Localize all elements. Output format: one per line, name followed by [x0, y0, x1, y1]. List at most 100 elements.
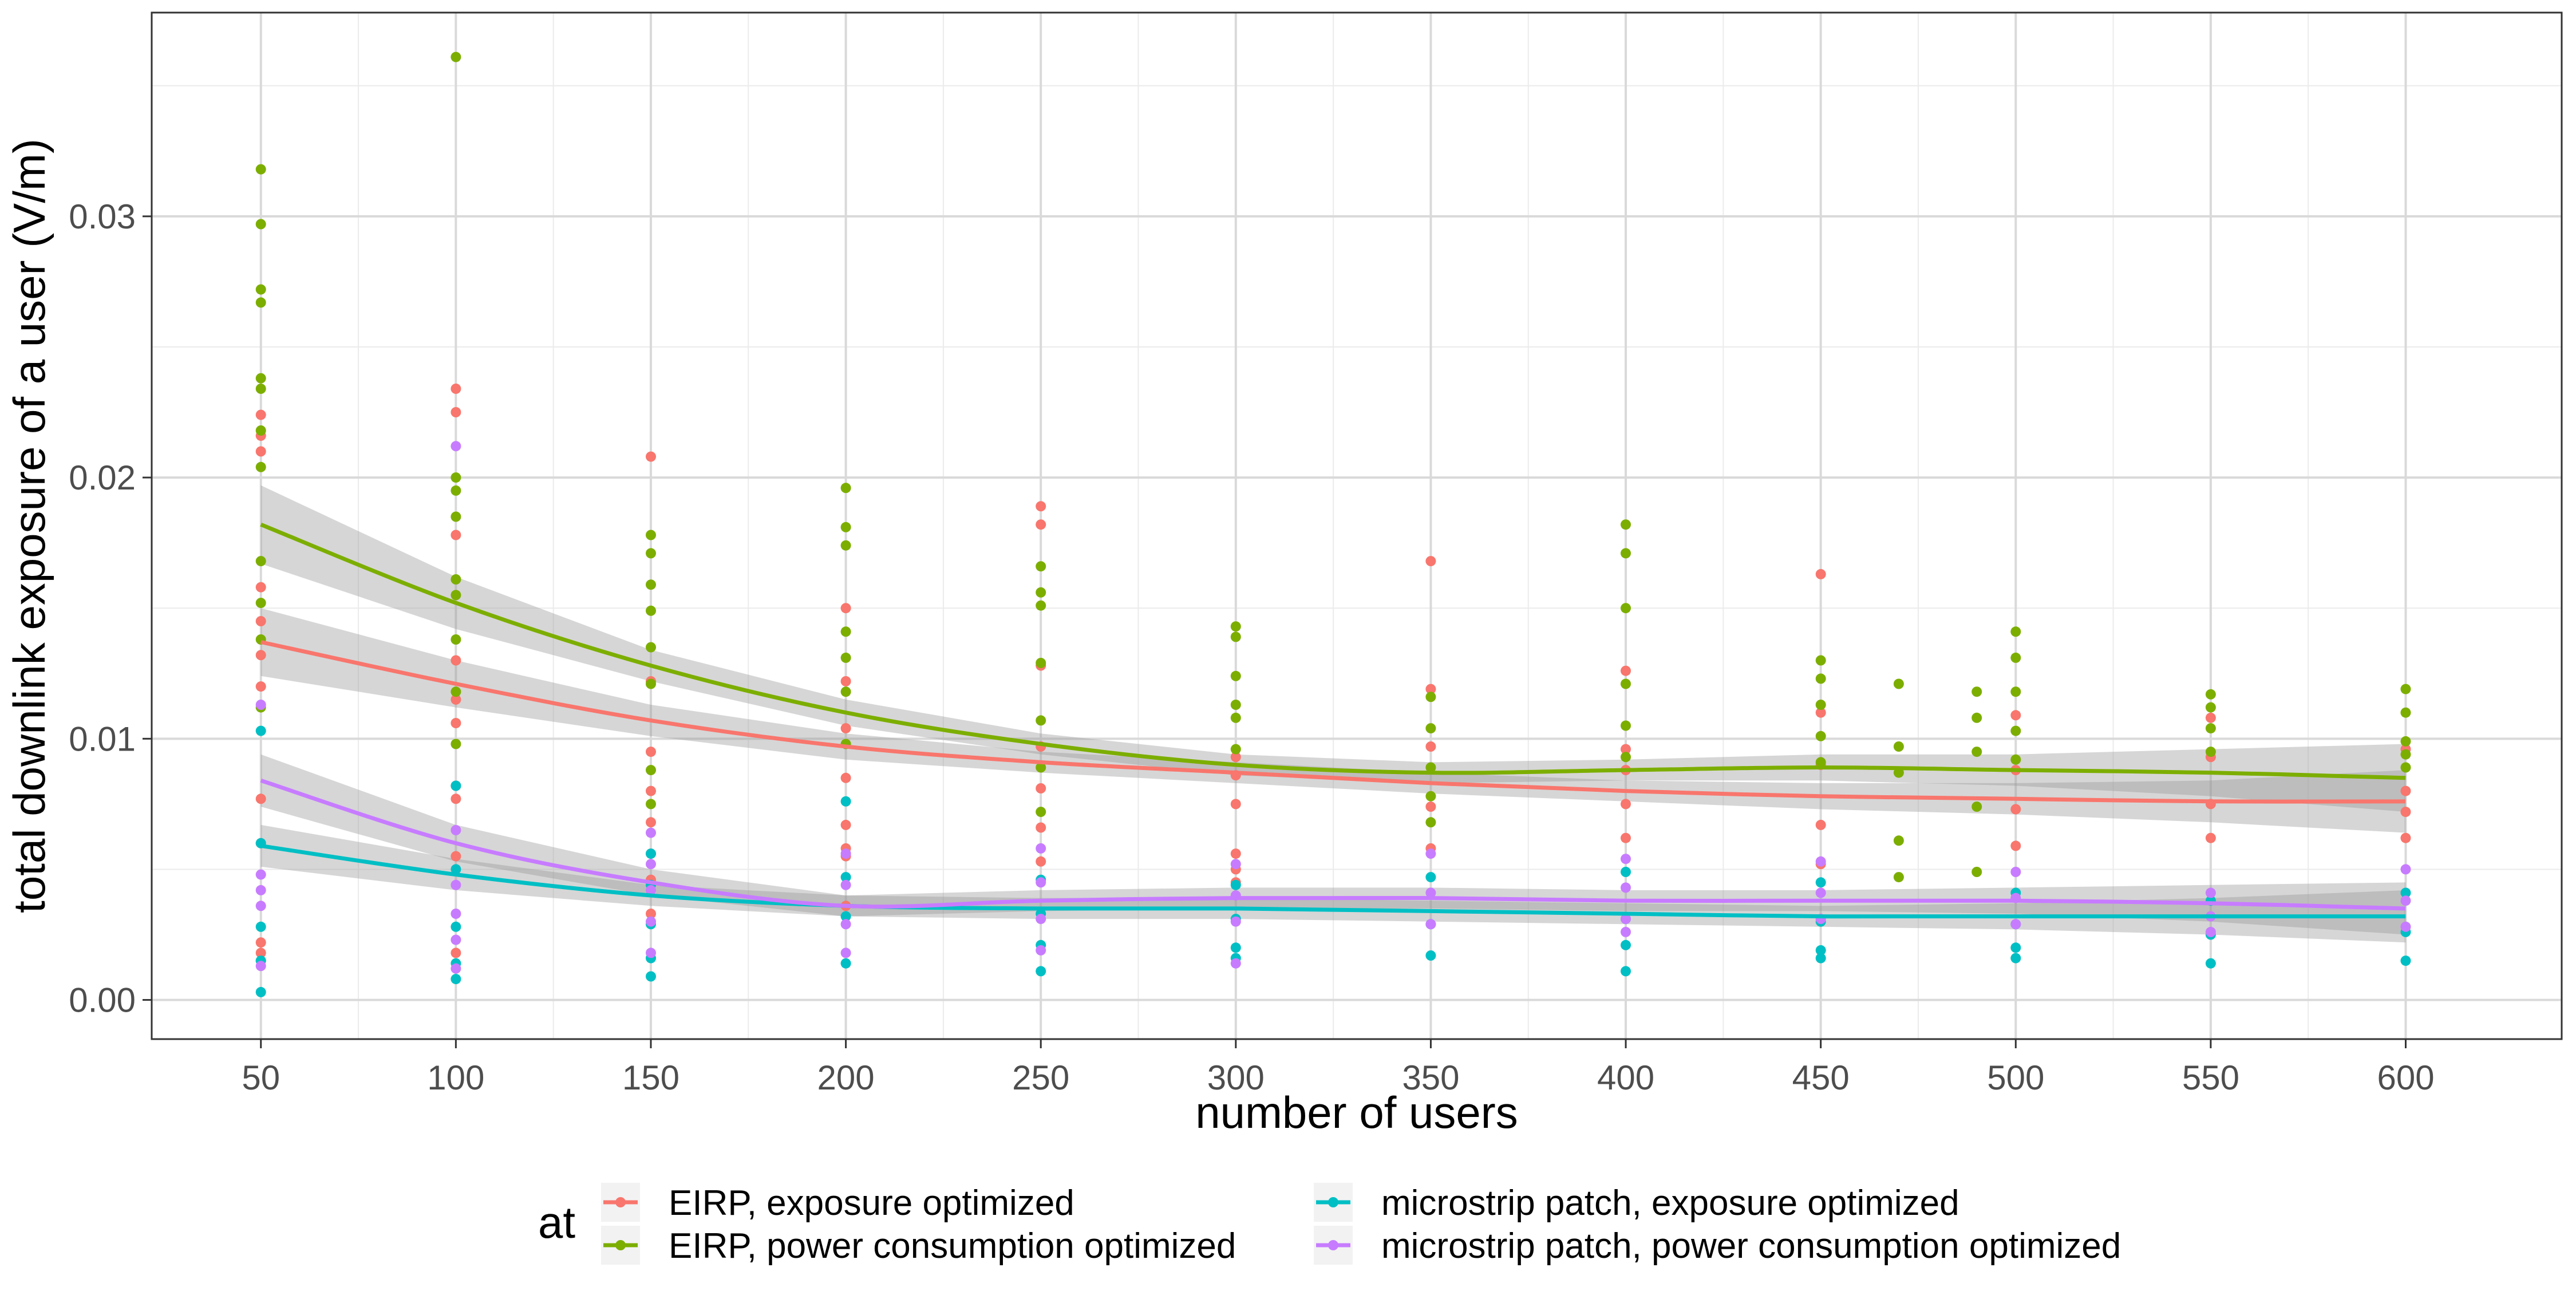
data-point	[840, 819, 851, 830]
data-point	[2010, 652, 2021, 663]
data-point	[451, 694, 461, 705]
data-point	[840, 686, 851, 697]
data-point	[1230, 700, 1241, 710]
data-point	[646, 579, 656, 590]
legend-label: EIRP, power consumption optimized	[669, 1226, 1236, 1266]
data-point	[2205, 747, 2216, 757]
data-point	[646, 548, 656, 559]
data-point	[1230, 744, 1241, 755]
data-point	[1971, 867, 1982, 877]
data-point	[451, 574, 461, 585]
data-point	[1621, 854, 1631, 864]
data-point	[1230, 848, 1241, 859]
data-point	[1621, 519, 1631, 530]
data-point	[451, 590, 461, 601]
data-point	[255, 582, 266, 593]
data-point	[1621, 744, 1631, 755]
data-point	[1971, 712, 1982, 723]
confidence-band-3	[260, 824, 2406, 943]
data-point	[1036, 843, 1046, 854]
data-point	[840, 603, 851, 614]
data-point	[2400, 762, 2411, 773]
data-point	[646, 947, 656, 958]
series-points-2	[255, 52, 2411, 883]
data-point	[646, 971, 656, 982]
data-point	[1230, 859, 1241, 870]
data-point	[1621, 939, 1631, 950]
confidence-bands	[260, 485, 2406, 943]
data-point	[1815, 953, 1826, 964]
legend-label: EIRP, exposure optimized	[669, 1183, 1074, 1223]
x-tick-label: 50	[242, 1059, 280, 1097]
data-point	[1230, 631, 1241, 642]
data-point	[2205, 723, 2216, 734]
data-point	[451, 530, 461, 540]
data-point	[1036, 822, 1046, 833]
data-point	[255, 869, 266, 880]
data-point	[840, 958, 851, 969]
legend-title: at	[538, 1197, 575, 1247]
data-point	[1971, 747, 1982, 757]
data-point	[255, 461, 266, 472]
data-point	[840, 947, 851, 958]
data-point	[646, 817, 656, 828]
data-point	[255, 901, 266, 911]
data-point	[451, 686, 461, 697]
y-axis-title: total downlink exposure of a user (V/m)	[4, 139, 54, 913]
data-point	[840, 872, 851, 883]
data-point	[840, 540, 851, 551]
data-point	[451, 739, 461, 749]
data-point	[2400, 887, 2411, 898]
data-point	[1815, 945, 1826, 956]
data-point	[451, 634, 461, 645]
data-point	[1036, 715, 1046, 726]
data-point	[255, 409, 266, 420]
data-point	[2010, 919, 2021, 930]
data-point	[255, 598, 266, 609]
data-point	[451, 793, 461, 804]
data-point	[2010, 953, 2021, 964]
data-point	[1036, 783, 1046, 793]
data-point	[2400, 895, 2411, 906]
data-point	[255, 921, 266, 932]
plot-panel-border	[151, 11, 2563, 1040]
legend-key-point	[615, 1240, 626, 1250]
data-point	[1893, 835, 1904, 846]
data-point	[646, 605, 656, 616]
data-point	[1036, 561, 1046, 572]
data-point	[255, 284, 266, 295]
data-point	[1425, 556, 1436, 567]
data-point	[1621, 926, 1631, 937]
x-tick-label: 100	[427, 1059, 484, 1097]
data-point	[646, 909, 656, 919]
data-point	[1621, 832, 1631, 843]
data-point	[840, 879, 851, 890]
data-point	[1893, 741, 1904, 752]
data-point	[1425, 919, 1436, 930]
data-point	[1425, 872, 1436, 883]
data-point	[1815, 757, 1826, 768]
x-tick-label: 500	[1987, 1059, 2044, 1097]
legend-key-point	[1328, 1240, 1338, 1250]
data-point	[451, 718, 461, 728]
data-point	[646, 848, 656, 859]
data-point	[255, 219, 266, 230]
data-point	[1230, 942, 1241, 953]
data-point	[255, 373, 266, 384]
data-point	[1621, 966, 1631, 977]
data-point	[255, 297, 266, 308]
legend-item-1: EIRP, exposure optimized	[601, 1183, 1074, 1223]
x-tick-label: 550	[2182, 1059, 2239, 1097]
confidence-band-1	[260, 608, 2406, 833]
data-point	[1621, 678, 1631, 689]
data-point	[1230, 799, 1241, 810]
data-point	[255, 961, 266, 972]
data-point	[2400, 807, 2411, 818]
legend-item-4: microstrip patch, power consumption opti…	[1314, 1226, 2121, 1266]
data-point	[1971, 802, 1982, 812]
data-point	[1425, 692, 1436, 702]
data-point	[1621, 548, 1631, 559]
y-tick-label: 0.01	[69, 720, 136, 758]
y-tick-label: 0.03	[69, 198, 136, 236]
data-point	[2400, 956, 2411, 966]
